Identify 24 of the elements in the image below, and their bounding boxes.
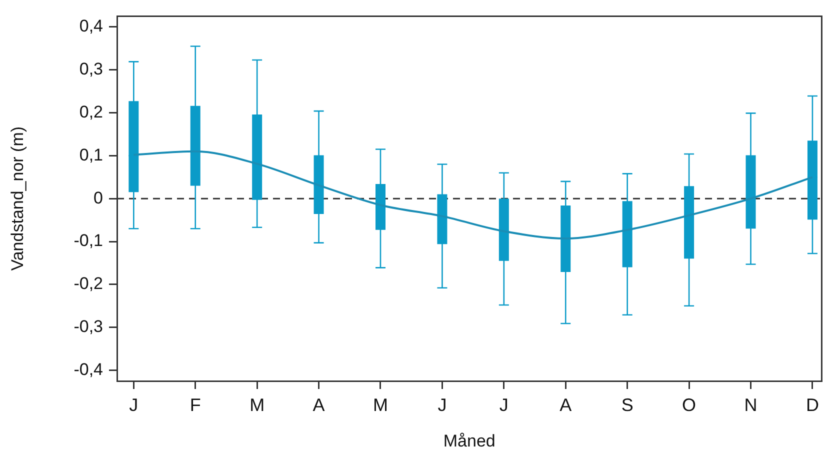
x-tick-label: J	[129, 394, 138, 415]
y-tick-label: -0,1	[74, 231, 103, 250]
x-tick-label: N	[744, 394, 758, 415]
x-tick-label: F	[190, 394, 201, 415]
y-tick-label: 0,4	[79, 16, 103, 36]
x-tick-label: J	[438, 394, 447, 415]
y-tick-label: 0,2	[79, 102, 103, 122]
y-tick-label: -0,2	[74, 274, 103, 294]
x-tick-label: S	[621, 394, 634, 415]
x-axis-title: Måned	[443, 431, 496, 450]
x-tick-label: O	[682, 394, 696, 415]
y-tick-label: 0	[94, 188, 103, 208]
y-tick-label: -0,3	[74, 317, 103, 336]
y-tick-label: 0,1	[79, 145, 103, 164]
x-tick-label: M	[250, 394, 265, 415]
y-tick-label: -0,4	[74, 360, 103, 379]
x-tick-label: M	[373, 394, 388, 415]
x-tick-label: A	[312, 394, 325, 415]
x-tick-label: J	[499, 394, 508, 415]
x-tick-label: A	[560, 394, 572, 415]
line-series	[132, 150, 814, 240]
x-tick-label: D	[806, 394, 819, 415]
y-axis-title: Vandstand_nor (m)	[8, 126, 27, 271]
y-tick-label: 0,3	[79, 60, 103, 79]
